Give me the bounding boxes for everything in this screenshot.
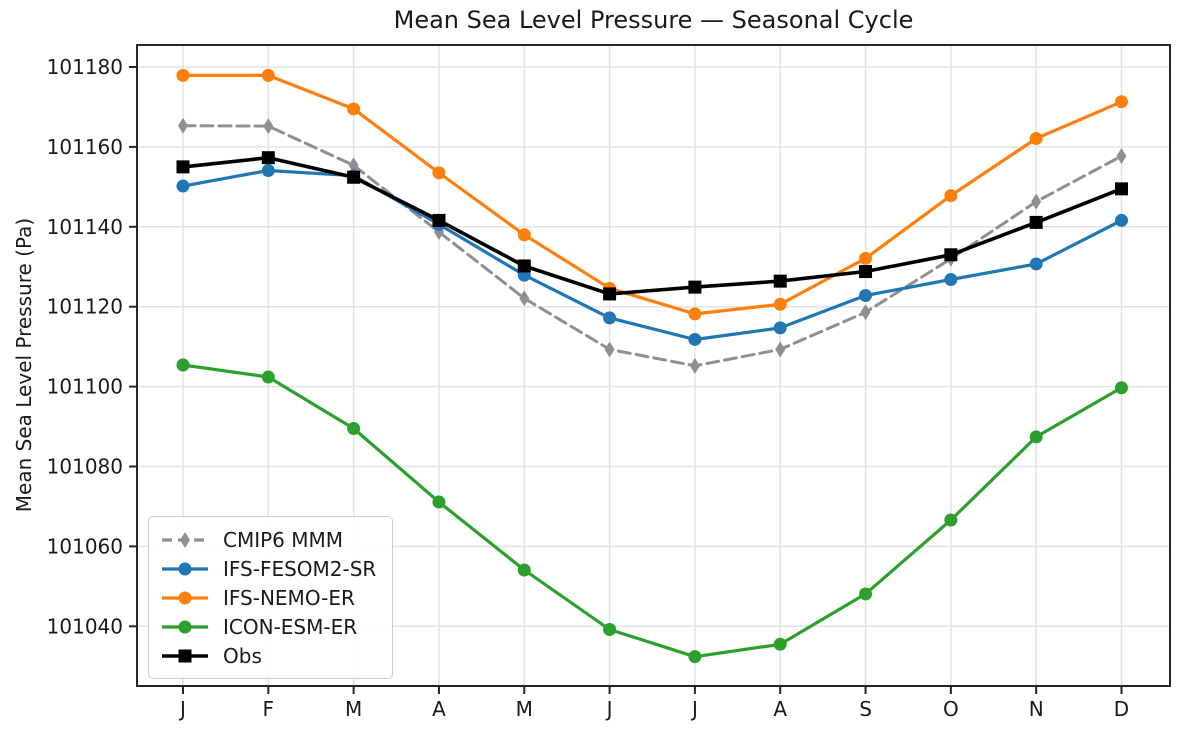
data-point-CMIP6-MMM (689, 357, 700, 374)
data-point-IFS-NEMO-ER (432, 166, 446, 180)
legend-sample-circle-icon (162, 591, 208, 604)
data-point-IFS-FESOM2-SR (688, 332, 702, 346)
data-point-Obs (176, 160, 190, 174)
data-point-CMIP6-MMM (775, 341, 786, 358)
data-point-IFS-NEMO-ER (261, 68, 275, 82)
legend-sample-circle-icon (162, 562, 208, 575)
series-line-IFS-NEMO-ER (181, 73, 1124, 316)
data-point-Obs (603, 287, 617, 301)
data-point-Obs (261, 151, 275, 165)
data-point-CMIP6-MMM (178, 117, 188, 134)
data-point-IFS-NEMO-ER (944, 189, 958, 203)
legend-sample-diamond-icon (162, 531, 208, 548)
y-tick-label: 101100 (47, 375, 123, 399)
data-point-Obs (1114, 182, 1128, 196)
data-point-IFS-FESOM2-SR (261, 163, 275, 177)
data-point-IFS-NEMO-ER (176, 68, 190, 82)
x-tick-label: D (1114, 697, 1129, 721)
legend-entry-IFS-FESOM2-SR: IFS-FESOM2-SR (159, 554, 376, 583)
legend-entry-ICON-ESM-ER: ICON-ESM-ER (159, 612, 376, 641)
data-point-CMIP6-MMM (263, 118, 274, 135)
data-point-ICON-ESM-ER (432, 495, 446, 509)
y-tick-label: 101160 (47, 135, 123, 159)
data-point-Obs (1029, 215, 1043, 229)
y-tick-label: 101140 (47, 215, 123, 239)
series-line-Obs (181, 155, 1124, 296)
data-point-IFS-NEMO-ER (517, 228, 531, 242)
data-point-IFS-NEMO-ER (688, 307, 702, 321)
y-tick-label: 101040 (47, 614, 123, 638)
data-point-Obs (688, 280, 702, 294)
x-tick-label: J (178, 697, 186, 721)
legend-entry-CMIP6-MMM: CMIP6 MMM (159, 525, 376, 554)
data-point-ICON-ESM-ER (859, 587, 873, 601)
data-point-IFS-FESOM2-SR (944, 273, 958, 287)
data-point-ICON-ESM-ER (1029, 430, 1043, 444)
legend: CMIP6 MMM IFS-FESOM2-SR IFS-NEMO-ER ICON-ES… (148, 516, 394, 679)
legend-sample-circle-icon (162, 620, 208, 633)
x-tick-label: M (345, 697, 362, 721)
data-point-ICON-ESM-ER (261, 370, 275, 384)
legend-label: Obs (223, 643, 262, 668)
data-point-Obs (432, 213, 446, 227)
data-point-Obs (944, 248, 958, 262)
data-point-ICON-ESM-ER (176, 358, 190, 372)
data-point-IFS-NEMO-ER (773, 297, 787, 311)
x-tick-label: S (859, 697, 872, 721)
data-point-CMIP6-MMM (1116, 148, 1127, 165)
legend-label: ICON-ESM-ER (223, 614, 358, 639)
y-tick-label: 101180 (47, 55, 123, 79)
x-tick-label: J (690, 697, 698, 721)
data-point-ICON-ESM-ER (688, 650, 702, 664)
data-point-Obs (517, 259, 531, 273)
data-point-Obs (347, 170, 361, 184)
data-point-ICON-ESM-ER (603, 622, 617, 636)
series-line-ICON-ESM-ER (181, 363, 1124, 659)
data-point-IFS-FESOM2-SR (176, 179, 190, 193)
x-tick-label: J (605, 697, 613, 721)
data-point-IFS-FESOM2-SR (603, 311, 617, 325)
data-point-CMIP6-MMM (860, 304, 871, 321)
data-point-ICON-ESM-ER (1114, 381, 1128, 395)
legend-label: IFS-FESOM2-SR (223, 556, 377, 581)
y-tick-label: 101060 (47, 534, 123, 558)
legend-sample-square-icon (162, 649, 208, 662)
series-line-IFS-FESOM2-SR (181, 168, 1124, 342)
data-point-ICON-ESM-ER (347, 422, 361, 436)
chart-title: Mean Sea Level Pressure — Seasonal Cycle (393, 6, 914, 34)
data-point-IFS-NEMO-ER (859, 251, 873, 265)
legend-label: IFS-NEMO-ER (223, 585, 355, 610)
x-tick-label: O (943, 697, 959, 721)
data-point-Obs (773, 274, 787, 288)
legend-label: CMIP6 MMM (223, 527, 344, 552)
data-point-CMIP6-MMM (348, 157, 359, 174)
data-point-IFS-FESOM2-SR (1029, 257, 1043, 271)
y-tick-label: 101080 (47, 455, 123, 479)
data-point-IFS-FESOM2-SR (1114, 213, 1128, 227)
data-point-CMIP6-MMM (1031, 193, 1042, 210)
data-point-ICON-ESM-ER (773, 637, 787, 651)
data-point-IFS-FESOM2-SR (773, 321, 787, 335)
data-point-IFS-FESOM2-SR (859, 289, 873, 303)
data-point-IFS-NEMO-ER (1029, 132, 1043, 146)
x-tick-label: M (516, 697, 533, 721)
x-tick-label: F (263, 697, 275, 721)
plot-border (136, 44, 1171, 687)
data-point-CMIP6-MMM (519, 290, 530, 307)
data-point-ICON-ESM-ER (944, 513, 958, 527)
x-tick-label: A (432, 697, 446, 721)
data-point-IFS-NEMO-ER (1114, 95, 1128, 109)
data-point-Obs (859, 265, 873, 279)
x-tick-label: N (1029, 697, 1044, 721)
legend-entry-IFS-NEMO-ER: IFS-NEMO-ER (159, 583, 376, 612)
data-point-ICON-ESM-ER (517, 563, 531, 577)
y-tick-label: 101120 (47, 295, 123, 319)
data-point-CMIP6-MMM (604, 341, 615, 358)
x-tick-label: A (773, 697, 787, 721)
legend-entry-Obs: Obs (159, 641, 376, 670)
data-point-IFS-NEMO-ER (347, 102, 361, 116)
series-line-CMIP6-MMM (181, 124, 1123, 368)
